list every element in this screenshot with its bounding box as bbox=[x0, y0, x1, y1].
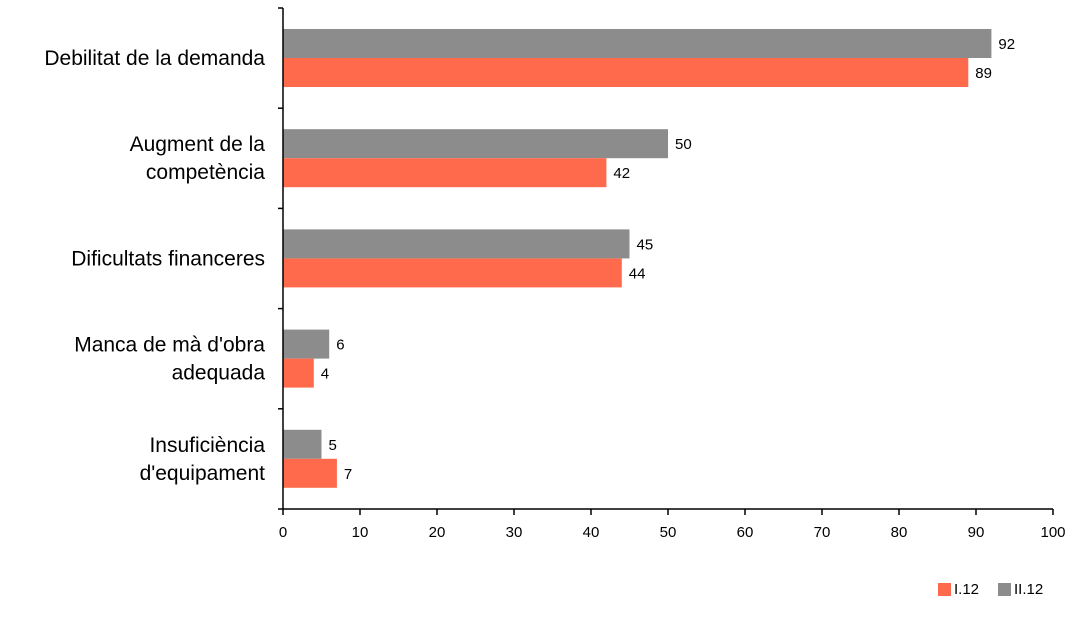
bar-ii12-0 bbox=[283, 29, 992, 58]
axes-group: 0 10 20 30 40 50 60 70 80 90 100 bbox=[278, 7, 1066, 541]
legend: I.12 II.12 bbox=[938, 581, 1043, 598]
category-label: Debilitat de la demanda bbox=[44, 47, 265, 70]
category-label: Dificultats financeres bbox=[71, 247, 265, 270]
bars-group bbox=[283, 29, 992, 488]
category-label: Insuficiència bbox=[149, 434, 265, 457]
category-label: competència bbox=[146, 161, 265, 184]
bar-i12-0 bbox=[283, 58, 969, 87]
data-label: 44 bbox=[629, 265, 646, 282]
data-label: 4 bbox=[321, 366, 329, 383]
data-label: 5 bbox=[329, 437, 337, 454]
data-label: 92 bbox=[998, 36, 1015, 53]
legend-label-i12: I.12 bbox=[954, 581, 979, 598]
data-label: 6 bbox=[336, 337, 344, 354]
x-tick-label: 40 bbox=[583, 524, 600, 541]
bar-i12-4 bbox=[283, 458, 337, 488]
data-label: 7 bbox=[344, 466, 352, 483]
x-tick-label: 90 bbox=[968, 524, 985, 541]
category-label: d'equipament bbox=[140, 462, 266, 485]
data-label: 42 bbox=[613, 165, 630, 182]
legend-label-ii12: II.12 bbox=[1014, 581, 1043, 598]
category-label: adequada bbox=[172, 362, 266, 385]
x-tick-label: 80 bbox=[891, 524, 908, 541]
x-tick-label: 60 bbox=[737, 524, 754, 541]
category-label: Augment de la bbox=[130, 133, 266, 156]
bar-ii12-4 bbox=[283, 429, 322, 459]
data-label: 50 bbox=[675, 136, 692, 153]
data-label: 45 bbox=[637, 236, 654, 253]
x-tick-label: 0 bbox=[279, 524, 287, 541]
bar-i12-1 bbox=[283, 158, 607, 188]
x-tick-label: 100 bbox=[1040, 524, 1065, 541]
data-label: 89 bbox=[975, 65, 992, 82]
bar-ii12-1 bbox=[283, 129, 668, 159]
x-tick-label: 70 bbox=[814, 524, 831, 541]
bar-ii12-3 bbox=[283, 329, 330, 359]
x-tick-label: 20 bbox=[429, 524, 446, 541]
legend-swatch-ii12 bbox=[998, 583, 1011, 596]
bar-i12-2 bbox=[283, 258, 622, 288]
bar-i12-3 bbox=[283, 358, 314, 388]
bar-ii12-2 bbox=[283, 229, 630, 259]
labels-group: 92 89 Debilitat de la demanda 50 42 Augment d… bbox=[44, 36, 1015, 485]
x-tick-label: 50 bbox=[660, 524, 677, 541]
x-tick-label: 30 bbox=[506, 524, 523, 541]
legend-swatch-i12 bbox=[938, 583, 951, 596]
category-label: Manca de mà d'obra bbox=[74, 334, 265, 357]
x-tick-label: 10 bbox=[352, 524, 369, 541]
